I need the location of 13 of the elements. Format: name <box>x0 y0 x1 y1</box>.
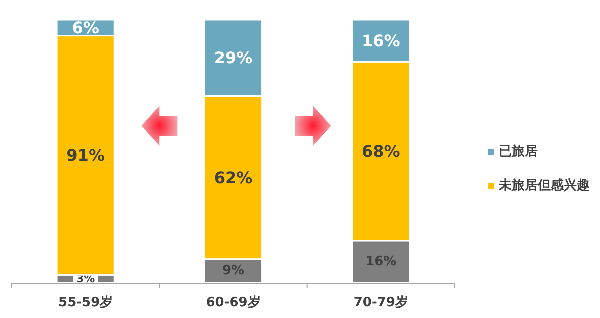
x-tick-label: 60-69岁 <box>206 296 261 310</box>
data-label: 16% <box>362 32 400 51</box>
data-label: 68% <box>362 142 400 161</box>
data-label: 29% <box>214 48 253 68</box>
data-label: 16% <box>366 254 397 270</box>
x-tick-label: 70-79岁 <box>354 296 408 310</box>
x-tick-label: 55-59岁 <box>58 296 114 310</box>
data-label: 62% <box>214 168 253 188</box>
data-label: 9% <box>222 264 245 279</box>
data-label: 6% <box>72 18 100 38</box>
legend-label: 已旅居 <box>499 144 538 160</box>
legend-label: 未旅居但感兴趣 <box>498 178 590 194</box>
data-label: 91% <box>66 146 105 165</box>
